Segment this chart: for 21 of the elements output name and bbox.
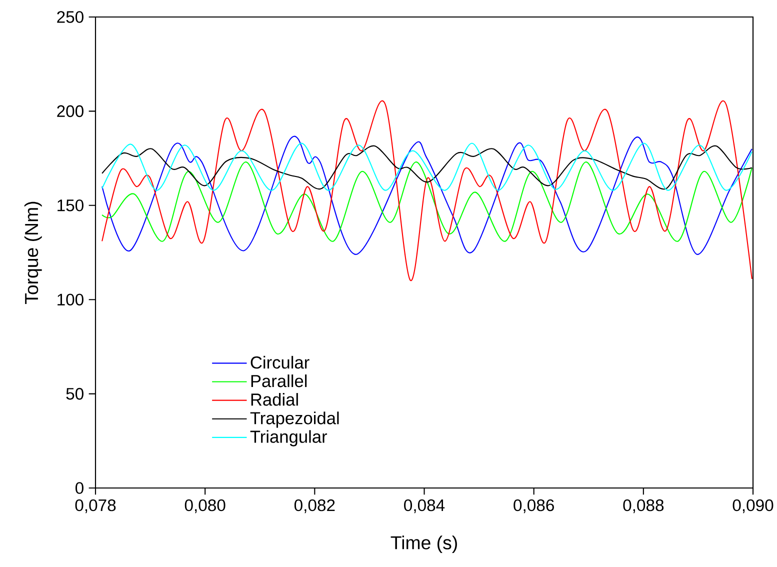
x-tick-label: 0,082 [294,499,335,514]
line-series [102,162,752,242]
legend-label: Parallel [251,374,307,388]
y-tick-label: 100 [58,294,84,306]
x-tick-label: 0,084 [404,499,445,514]
y-tick-label: 50 [66,388,84,400]
legend-label: Trapezoidal [250,412,339,428]
x-tick-label: 0,080 [184,499,226,514]
x-axis-title: Time (s) [390,536,457,554]
y-tick-label: 0 [76,482,84,494]
y-tick-label: 150 [58,200,84,212]
x-tick-label: 0,086 [514,499,554,514]
y-tick-label: 200 [57,105,84,118]
legend-label: Circular [250,356,310,369]
x-tick-label: 0,078 [75,499,116,514]
legend-label: Radial [251,393,298,406]
y-tick-label: 250 [57,11,84,23]
x-tick-label: 0,090 [732,499,774,514]
legend-label: Triangular [250,430,328,446]
x-tick-label: 0,088 [623,499,664,514]
y-axis-title: Torque (Nm) [24,202,42,304]
